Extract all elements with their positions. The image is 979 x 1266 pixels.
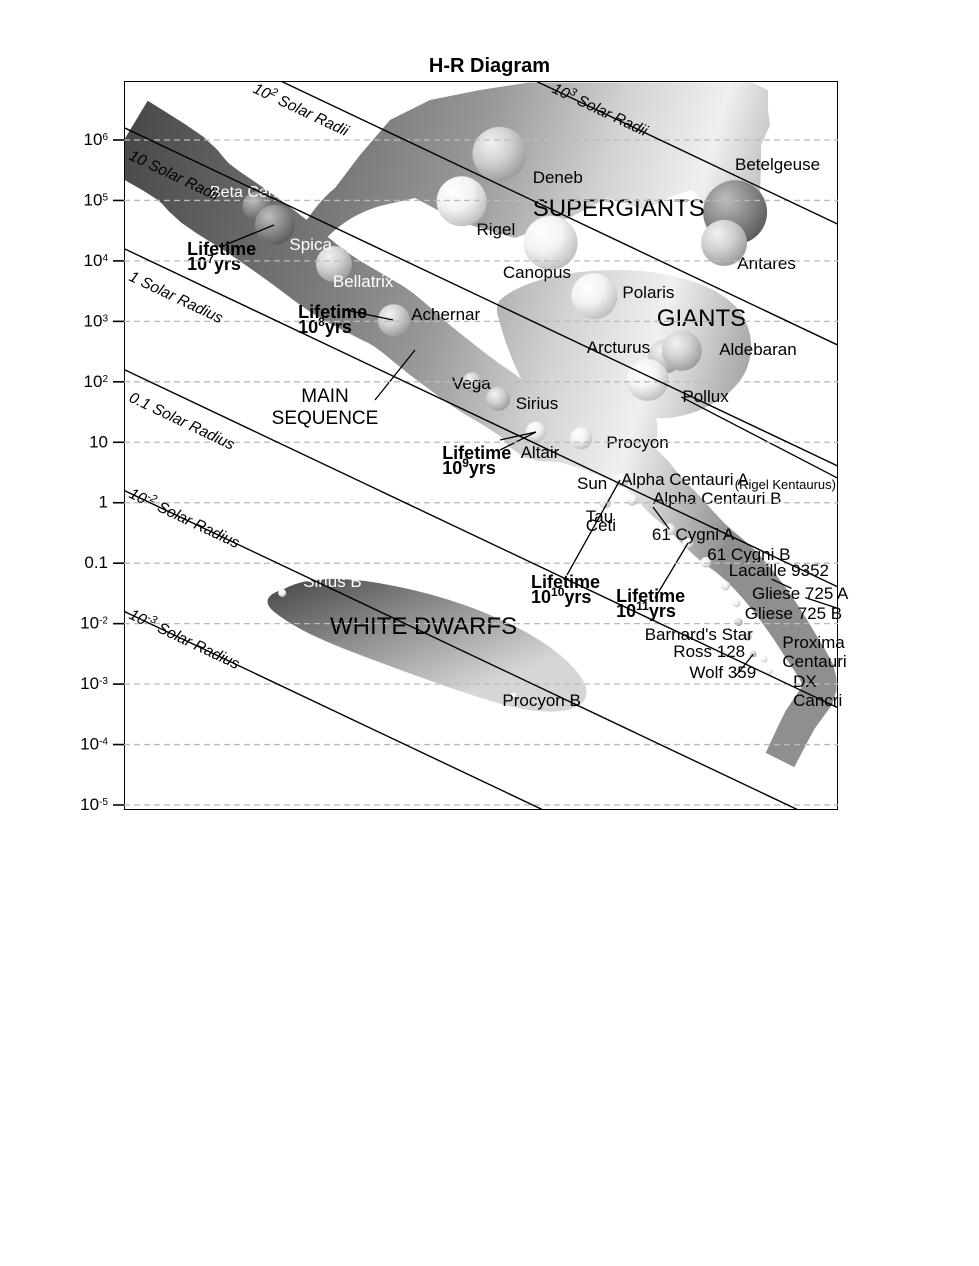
svg-text:1 Solar Radius: 1 Solar Radius	[126, 268, 225, 327]
svg-text:105: 105	[84, 190, 109, 209]
svg-text:106: 106	[84, 130, 109, 149]
svg-text:10: 10	[89, 432, 108, 451]
svg-text:10-3: 10-3	[80, 674, 108, 693]
svg-text:0.1: 0.1	[84, 553, 108, 572]
svg-text:103 Solar Radii: 103 Solar Radii	[549, 78, 651, 140]
svg-text:10-3 Solar Radius: 10-3 Solar Radius	[126, 604, 243, 673]
svg-text:103: 103	[84, 311, 109, 330]
svg-text:102 Solar Radii: 102 Solar Radii	[250, 78, 352, 140]
svg-text:10-5: 10-5	[80, 795, 108, 814]
svg-text:10-2 Solar Radius: 10-2 Solar Radius	[126, 483, 243, 552]
svg-text:0.1 Solar Radius: 0.1 Solar Radius	[126, 389, 237, 454]
svg-text:102: 102	[84, 372, 109, 391]
svg-text:10 Solar Radii: 10 Solar Radii	[126, 147, 222, 204]
svg-text:1: 1	[99, 493, 108, 512]
svg-text:10-2: 10-2	[80, 614, 108, 633]
svg-text:104: 104	[84, 251, 109, 270]
svg-text:10-4: 10-4	[80, 735, 108, 754]
